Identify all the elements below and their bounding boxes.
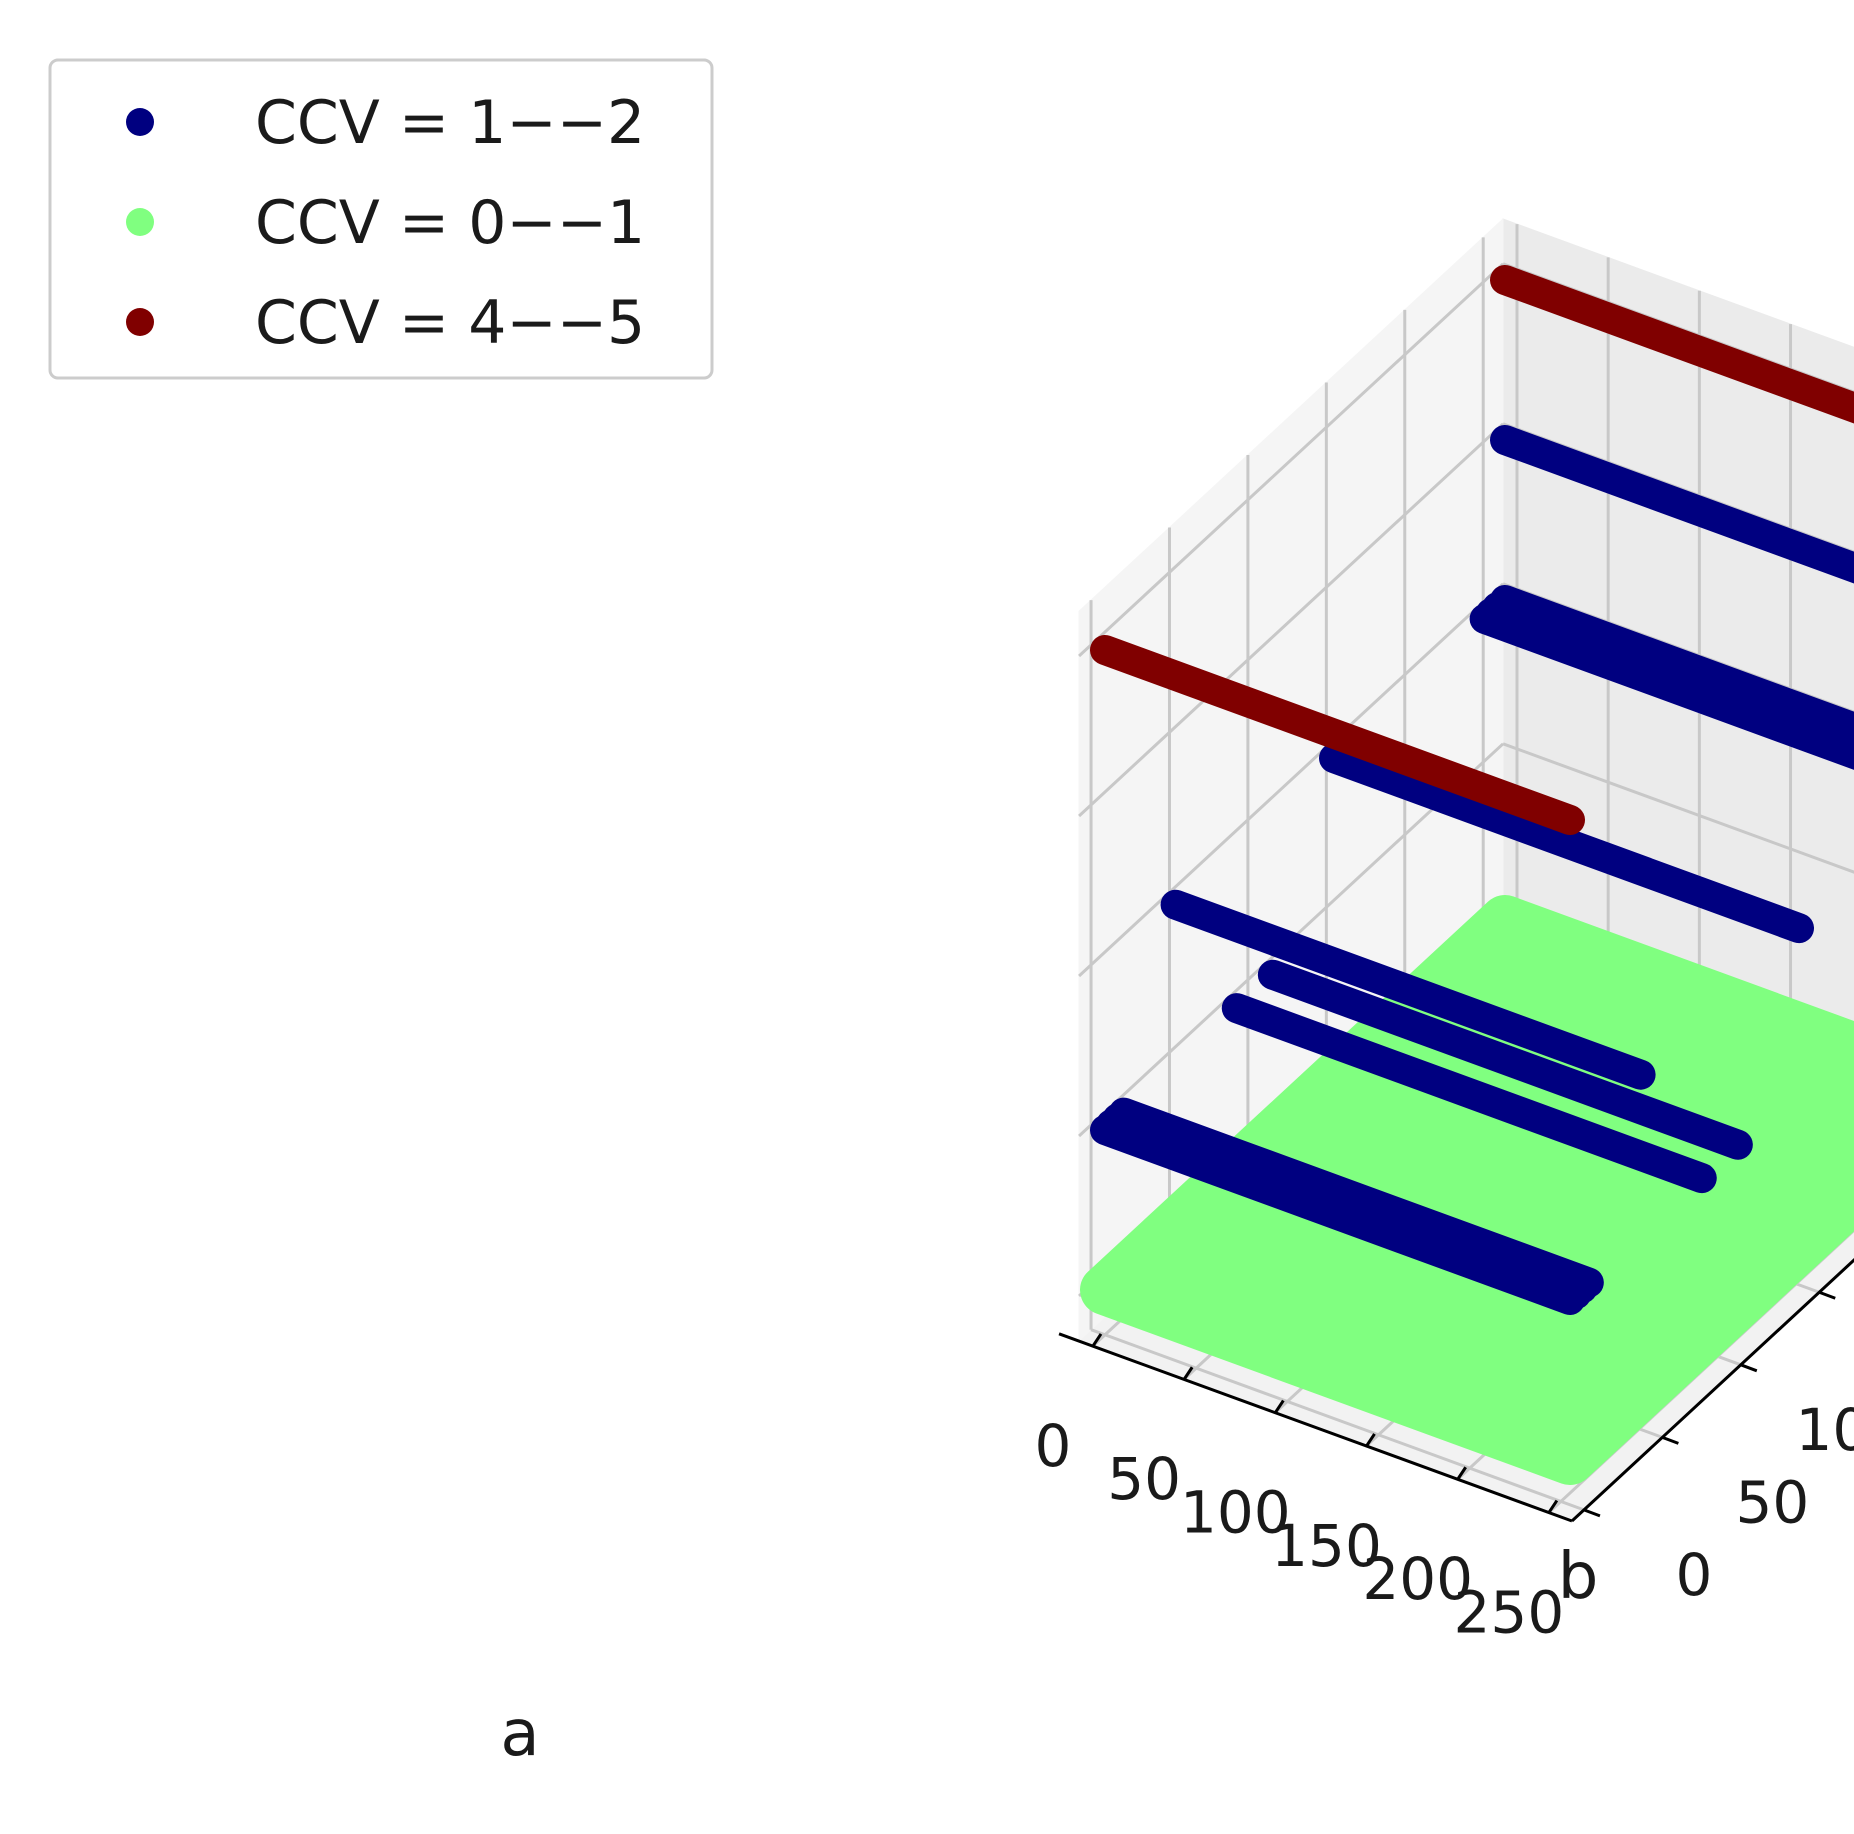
legend-label-ccv-1-2: CCV = 1−−2 — [255, 88, 645, 158]
a-tick — [1091, 1333, 1103, 1347]
a-tick-label: 150 — [1271, 1512, 1382, 1580]
a-tick — [1456, 1466, 1467, 1481]
a-tick-label: 0 — [1035, 1412, 1072, 1480]
b-tick — [1740, 1363, 1758, 1373]
a-tick-label: 50 — [1107, 1445, 1181, 1513]
grid-line-z — [1078, 582, 1505, 978]
legend-marker-ccv-4-5 — [126, 308, 154, 336]
a-tick — [1274, 1399, 1285, 1414]
ccv-4-5-line — [1490, 265, 1854, 424]
a-tick — [1547, 1499, 1559, 1514]
grid-line-z — [1502, 742, 1854, 874]
b-axis-line — [1570, 1258, 1854, 1523]
b-tick-label: 100 — [1795, 1396, 1854, 1464]
ccv-1-2-line — [1090, 1115, 1585, 1315]
a-tick-label: 100 — [1180, 1479, 1291, 1547]
grid-line-z — [1078, 422, 1505, 818]
grid-line-z — [1078, 262, 1505, 658]
ccv-1-2-line — [1319, 743, 1815, 944]
a-tick — [1182, 1366, 1194, 1381]
legend-box — [48, 58, 714, 380]
b-tick — [1583, 1508, 1601, 1518]
ccv-4-5-line — [1090, 635, 1585, 835]
legend-label-ccv-4-5: CCV = 4−−5 — [255, 288, 645, 358]
x-axis-label: a — [500, 1697, 539, 1771]
legend-marker-ccv-1-2 — [126, 108, 154, 136]
axis-lines — [1058, 1258, 1854, 1523]
data-lines — [1090, 265, 1854, 1315]
b-tick-label: 0 — [1675, 1541, 1712, 1609]
legend: CCV = 1−−2 CCV = 0−−1 CCV = 4−−5 — [48, 58, 714, 380]
a-tick-label: 250 — [1454, 1579, 1565, 1647]
legend-label-ccv-0-1: CCV = 0−−1 — [255, 188, 645, 258]
ccv-1-2-line — [1257, 959, 1753, 1160]
ccv-1-2-line — [1160, 889, 1656, 1090]
a-axis-line — [1058, 1332, 1573, 1523]
b-tick — [1661, 1435, 1679, 1445]
a-tick — [1365, 1433, 1376, 1447]
ccv-1-2-line — [1490, 425, 1854, 584]
tick-labels: 05010015020025005010015020025001234 — [1035, 1290, 1854, 1647]
legend-marker-ccv-0-1 — [126, 208, 154, 236]
b-tick — [1818, 1290, 1836, 1300]
a-tick-label: 200 — [1362, 1545, 1473, 1613]
y-axis-label: b — [1558, 1540, 1599, 1614]
ccv-1-2-line — [1469, 603, 1854, 770]
ccv-1-2-line — [1221, 993, 1717, 1194]
b-tick-label: 50 — [1735, 1468, 1809, 1536]
grid-line-b — [1090, 1328, 1585, 1512]
